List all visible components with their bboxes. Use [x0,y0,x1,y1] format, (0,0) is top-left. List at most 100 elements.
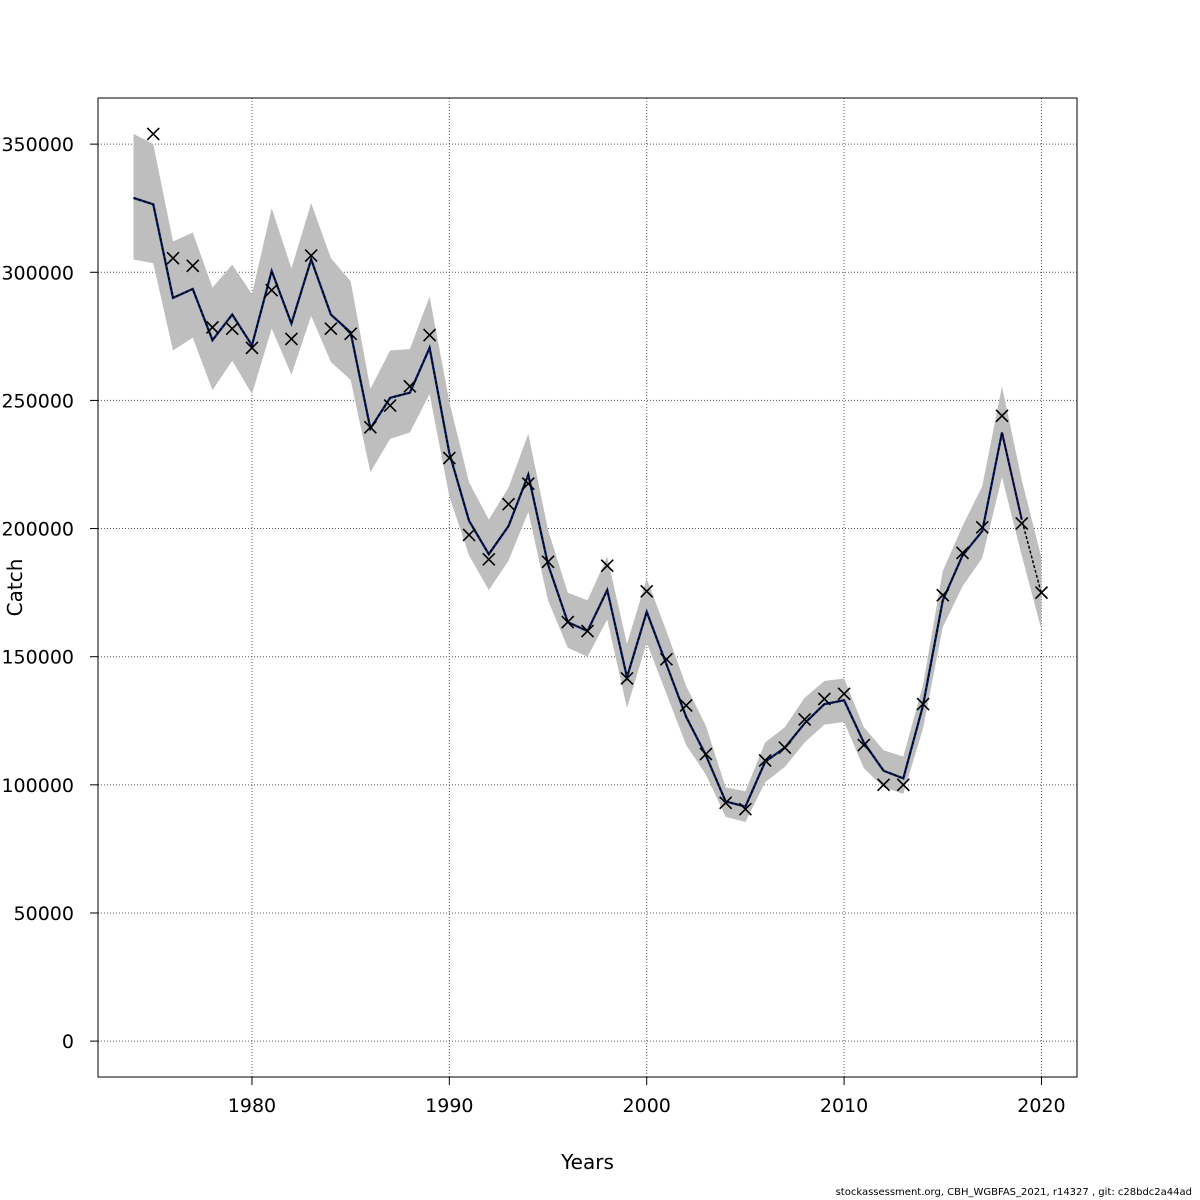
marker-stroke [284,332,298,346]
observed-point [1015,516,1029,530]
y-tick-label: 150000 [1,647,74,669]
observed-point [324,322,338,336]
observed-point [896,778,910,792]
observed-point [640,584,654,598]
band-area [133,133,1042,822]
observed-points [146,127,1049,816]
footer-credit: stockassessment.org, CBH_WGBFAS_2021, r1… [835,1187,1192,1198]
observed-point [561,615,575,629]
observed-point [738,802,752,816]
marker-stroke [403,379,417,393]
observed-point [699,747,713,761]
plot-frame [97,97,1078,1078]
marker-stroke [324,322,338,336]
y-axis-title: Catch [3,559,27,617]
observed-point [916,697,930,711]
marker-stroke [916,697,930,711]
marker-stroke [265,283,279,297]
observed-point [975,520,989,534]
marker-stroke [738,802,752,816]
marker-stroke [166,251,180,265]
marker-stroke [719,796,733,810]
marker-stroke [225,322,239,336]
observed-point [817,692,831,706]
observed-point [205,320,220,334]
marker-stroke [146,127,160,141]
observed-point [995,409,1009,423]
y-axis: 0 50000 100000 150000 200000 250000 300000 3500… [1,134,98,1053]
observed-point [501,497,516,511]
observed-point [304,249,318,263]
observed-point [363,420,377,434]
observed-point [659,652,674,666]
marker-stroke [245,341,259,355]
observed-point [245,341,259,355]
marker-stroke [857,738,871,752]
marker-stroke [659,652,674,666]
x-tick-label: 1990 [425,1095,473,1117]
x-axis-title: Years [560,1150,614,1174]
y-tick-label: 50000 [14,903,74,925]
marker-stroke [304,249,318,263]
observed-point [857,738,871,752]
marker-stroke [877,778,891,792]
marker-stroke [541,555,555,569]
marker-stroke [778,741,792,755]
observed-point [225,322,239,336]
observed-point [265,283,279,297]
observed-point [620,671,634,686]
observed-point [877,778,891,792]
marker-stroke [521,477,535,491]
observed-point [521,477,535,491]
observed-point [284,332,298,346]
observed-point [423,328,437,342]
estimate-line [133,196,1023,808]
observed-point [778,741,792,755]
x-tick-label: 1980 [228,1095,276,1117]
marker-stroke [1034,586,1049,600]
marker-stroke [442,451,456,465]
marker-stroke [679,698,693,712]
observed-point [482,552,496,566]
marker-stroke [936,588,950,602]
marker-stroke [600,559,614,573]
marker-stroke [423,328,437,342]
marker-stroke [205,320,220,334]
x-tick-label: 2020 [1017,1095,1065,1117]
observed-point [936,588,950,602]
observed-point [758,753,772,768]
y-tick-label: 300000 [1,262,74,284]
observed-point [798,712,812,727]
x-tick-label: 2000 [623,1095,671,1117]
observed-point [719,796,733,810]
observed-point [442,451,456,465]
marker-stroke [363,420,377,434]
observed-point [541,555,555,569]
observed-point [166,251,180,265]
marker-stroke [482,552,496,566]
marker-stroke [186,259,200,273]
observed-point [403,379,417,393]
marker-stroke [758,753,772,768]
observed-point [679,698,693,712]
y-tick-label: 250000 [1,390,74,412]
observed-point [383,398,397,413]
marker-stroke [995,409,1009,423]
y-tick-label: 0 [62,1031,74,1053]
marker-stroke [620,671,634,686]
confidence-band [133,133,1042,822]
marker-stroke [975,520,989,534]
marker-stroke [699,747,713,761]
observed-point [580,624,595,638]
observed-point [837,687,851,701]
marker-stroke [955,546,970,560]
marker-stroke [817,692,831,706]
marker-stroke [344,327,358,341]
marker-stroke [561,615,575,629]
observed-point [146,127,160,141]
observed-point [1034,586,1049,600]
observed-point [955,546,970,560]
gridlines [98,98,1077,1077]
marker-stroke [580,624,595,638]
